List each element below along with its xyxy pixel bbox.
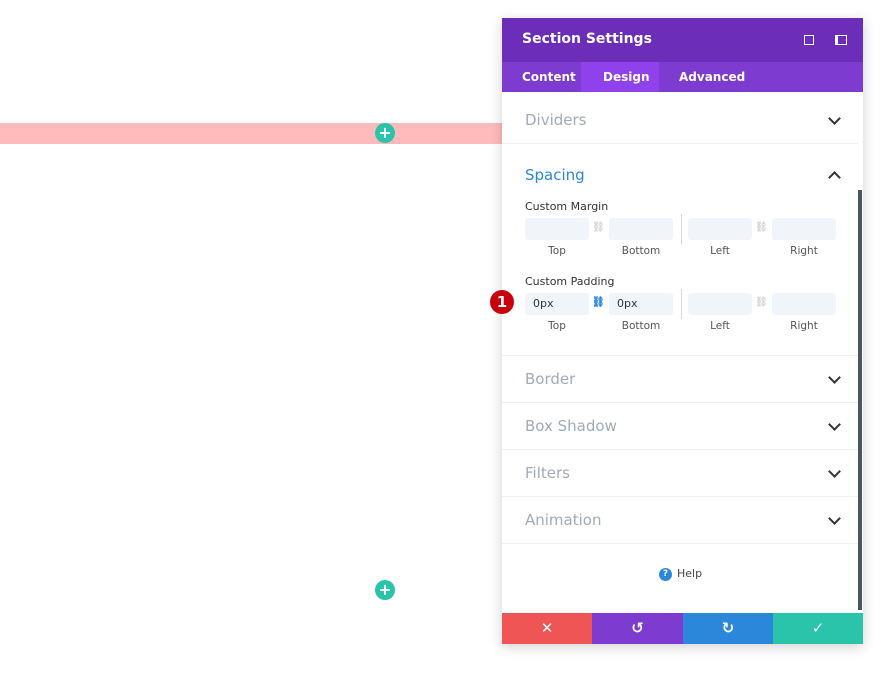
input-label: Right (790, 245, 818, 257)
input[interactable] (688, 293, 752, 315)
tab-active[interactable] (581, 62, 659, 92)
divider (502, 543, 858, 544)
divider (502, 496, 858, 497)
section-band (0, 123, 502, 144)
link-icon[interactable]: ⛓ (755, 297, 768, 308)
chevron[interactable] (828, 171, 841, 184)
divider (502, 449, 858, 450)
chevron[interactable] (828, 512, 841, 525)
group-divider (681, 289, 682, 319)
section-title[interactable]: Box Shadow (525, 417, 617, 435)
scrollbar (858, 190, 862, 610)
chevron[interactable] (828, 112, 841, 125)
input-label: Top (548, 320, 566, 332)
tabs: Content Design Advanced (502, 62, 863, 92)
add-button[interactable]: + (375, 580, 395, 600)
redo-button[interactable]: ↻ (683, 613, 773, 644)
footer: ✕ ↺ ↻ ✓ (502, 613, 863, 644)
link-icon[interactable]: ⛓ (755, 222, 768, 233)
save-button[interactable]: ✓ (773, 613, 863, 644)
cancel-button[interactable]: ✕ (502, 613, 592, 644)
section-title[interactable]: Filters (525, 464, 570, 482)
divider (502, 402, 858, 403)
section-title[interactable]: Dividers (525, 111, 587, 129)
input-label: Bottom (621, 320, 661, 332)
input[interactable]: 0px (525, 293, 589, 315)
input-label: Bottom (621, 245, 661, 257)
link-icon[interactable]: ⛓ (592, 222, 605, 233)
input-label: Left (710, 320, 730, 332)
tab[interactable]: Content (522, 70, 576, 84)
tab[interactable]: Advanced (679, 70, 746, 84)
field-label: Custom Padding (525, 275, 615, 288)
input-label: Right (790, 320, 818, 332)
step-badge: 1 (490, 290, 514, 314)
section-title[interactable]: Spacing (525, 166, 585, 184)
header: Section Settings (502, 18, 863, 62)
expand-icon[interactable] (804, 35, 814, 45)
input[interactable] (772, 293, 836, 315)
help-icon[interactable]: ? (659, 568, 672, 581)
chevron[interactable] (828, 465, 841, 478)
panel-title: Section Settings (522, 31, 652, 47)
group-divider (681, 214, 682, 244)
link-icon[interactable]: ⛓ (592, 297, 605, 308)
input-label: Left (710, 245, 730, 257)
layout-icon[interactable] (835, 35, 847, 45)
settings-panel: Section Settings Content Design Advanced… (502, 18, 863, 644)
input[interactable] (609, 218, 673, 240)
section-title[interactable]: Border (525, 370, 576, 388)
section-title[interactable]: Animation (525, 511, 602, 529)
chevron[interactable] (828, 371, 841, 384)
input[interactable]: 0px (609, 293, 673, 315)
help-link[interactable]: Help (677, 567, 703, 580)
input[interactable] (688, 218, 752, 240)
tab[interactable]: Design (603, 70, 650, 84)
chevron[interactable] (828, 418, 841, 431)
divider (502, 143, 858, 144)
add-button[interactable]: + (375, 123, 395, 143)
divider (502, 355, 858, 356)
input[interactable] (525, 218, 589, 240)
undo-button[interactable]: ↺ (592, 613, 683, 644)
input-label: Top (548, 245, 566, 257)
input[interactable] (772, 218, 836, 240)
field-label: Custom Margin (525, 200, 609, 213)
